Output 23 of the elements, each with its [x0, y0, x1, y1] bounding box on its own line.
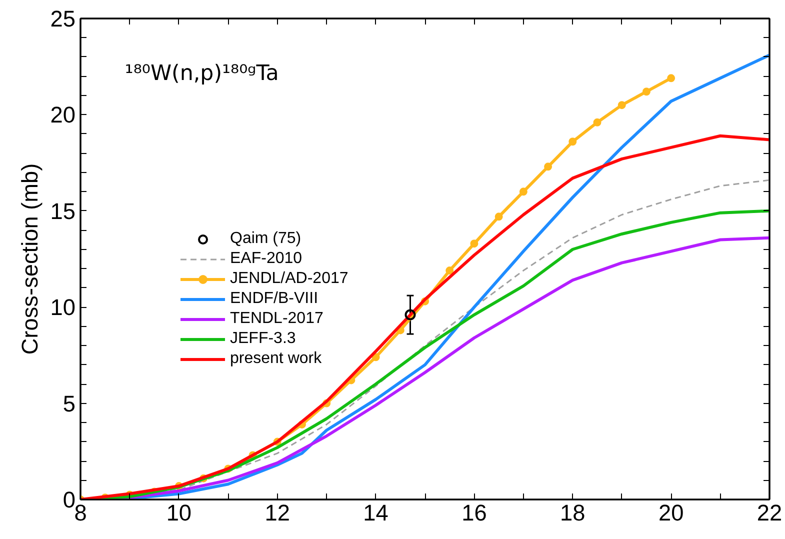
y-tick-label: 20	[50, 102, 76, 128]
y-tick-label: 15	[50, 198, 76, 224]
legend-label: TENDL-2017	[230, 310, 324, 328]
x-tick-label: 22	[756, 500, 782, 526]
legend-label: Qaim (75)	[230, 230, 302, 248]
y-tick-label: 25	[50, 6, 76, 32]
y-tick-label: 10	[50, 294, 76, 320]
x-tick-label: 16	[462, 500, 487, 526]
x-tick-label: 20	[658, 500, 684, 526]
legend-label: EAF-2010	[230, 250, 302, 268]
x-tick-label: 12	[264, 500, 290, 526]
x-tick-label: 14	[363, 500, 388, 526]
y-axis-title: Cross-section (mb)	[16, 163, 42, 355]
legend-label: ENDF/B-VIII	[230, 290, 318, 308]
y-tick-label: 5	[62, 390, 76, 416]
legend-label: JEFF-3.3	[230, 330, 296, 348]
legend-label: JENDL/AD-2017	[230, 270, 348, 288]
x-tick-label: 8	[74, 500, 87, 526]
annotation: ¹⁸⁰W(n,p)¹⁸⁰ᵍTa	[124, 60, 279, 86]
x-tick-label: 10	[166, 500, 192, 526]
x-tick-label: 18	[560, 500, 586, 526]
legend-label: present work	[230, 350, 322, 368]
y-tick-label: 0	[62, 486, 76, 512]
